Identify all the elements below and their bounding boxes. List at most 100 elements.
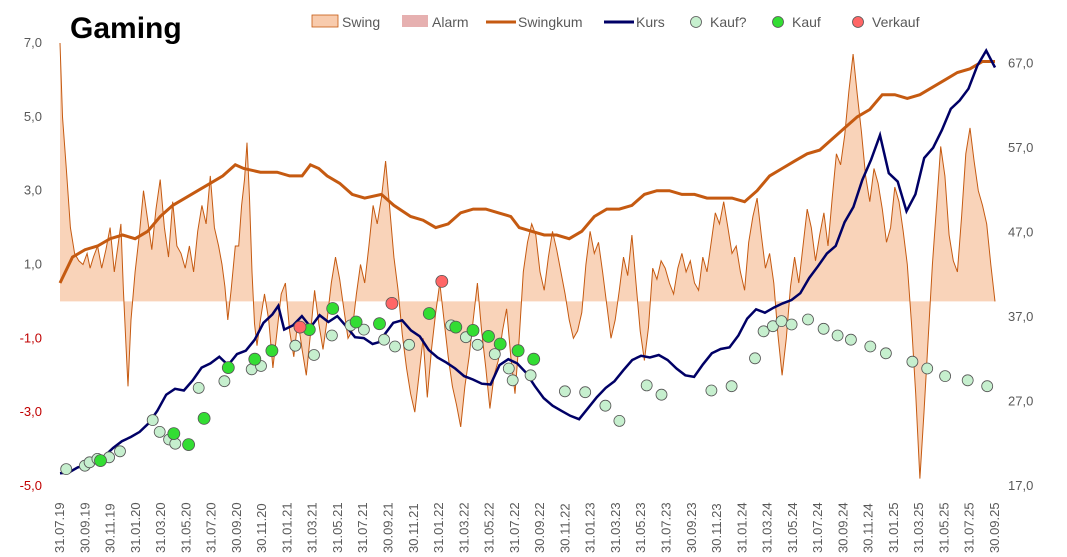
kauf-q-marker [921,362,934,375]
verkauf-marker [293,320,307,334]
x-tick-label: 31.01.23 [583,502,598,553]
x-tick-label: 31.03.24 [760,502,775,553]
x-tick-label: 31.03.21 [305,502,320,553]
y-left-tick-label: -1,0 [20,330,42,345]
kauf-marker [197,411,211,425]
kauf-q-marker [725,380,738,393]
y-right-tick-label: 57,0 [1008,140,1033,155]
kauf-q-marker [146,414,159,427]
kauf-q-marker [613,414,626,427]
x-tick-label: 31.01.20 [128,502,143,553]
y-right-tick-label: 37,0 [1008,309,1033,324]
legend-label: Alarm [432,14,469,30]
legend-swatch-marker [772,16,784,28]
x-tick-label: 31.05.23 [633,502,648,553]
x-tick-label: 31.05.24 [785,502,800,553]
x-tick-label: 31.01.22 [431,502,446,553]
legend-swatch-marker [852,16,864,28]
kauf-q-marker [488,348,501,361]
legend-label: Kauf [792,14,821,30]
x-tick-label: 30.11.20 [254,503,269,553]
y-left-tick-label: 5,0 [24,109,42,124]
x-tick-label: 31.03.22 [456,502,471,553]
kauf-q-marker [403,338,416,351]
kauf-marker [449,320,463,334]
kauf-q-marker [579,386,592,399]
x-tick-label: 31.01.24 [734,502,749,553]
kauf-q-marker [218,375,231,388]
kauf-marker [326,302,340,315]
kauf-q-marker [524,369,537,382]
x-tick-label: 30.11.23 [709,503,724,553]
kauf-q-marker [502,362,515,375]
x-tick-label: 31.07.19 [52,502,67,553]
kauf-marker [265,344,279,358]
kauf-marker [221,361,235,375]
kauf-marker [373,317,386,331]
kauf-q-marker [169,437,182,450]
kauf-marker [167,427,181,441]
x-tick-label: 31.05.25 [937,502,952,553]
x-tick-label: 30.09.19 [77,502,92,553]
x-tick-label: 31.07.23 [659,502,674,553]
kauf-q-marker [599,399,612,412]
x-tick-label: 30.11.24 [861,503,876,553]
swing-area [60,43,995,479]
x-tick-label: 31.07.21 [355,502,370,553]
legend-label: Swing [342,14,380,30]
x-tick-label: 31.05.20 [178,502,193,553]
kauf-q-marker [749,352,761,365]
y-right-tick-label: 67,0 [1008,55,1033,70]
x-tick-label: 31.07.25 [962,502,977,553]
y-right-tick-label: 17,0 [1008,478,1033,493]
kauf-q-marker [389,340,401,353]
legend-label: Verkauf [872,14,920,30]
kauf-q-marker [640,379,653,392]
x-tick-label: 31.03.23 [608,502,623,553]
y-left-tick-label: 1,0 [24,257,42,272]
x-tick-label: 30.09.21 [381,502,396,553]
x-tick-label: 30.09.25 [987,502,1002,553]
kauf-marker [422,307,436,320]
x-tick-label: 31.07.22 [507,502,522,553]
y-left-tick-label: 3,0 [24,183,42,198]
legend-label: Kurs [636,14,665,30]
x-tick-label: 31.05.21 [330,502,345,553]
kauf-q-marker [114,445,126,458]
kauf-q-marker [831,329,844,342]
x-tick-label: 30.09.20 [229,502,244,553]
kauf-marker [182,438,196,452]
kauf-q-marker [939,370,951,383]
kauf-q-marker [325,329,338,342]
legend-swatch-swing [311,14,339,28]
kauf-q-marker [864,340,877,353]
kauf-q-marker [655,388,668,401]
legend-swatch-alarm [402,15,428,27]
verkauf-marker [385,296,399,310]
kauf-q-marker [60,463,73,476]
kauf-q-marker [880,347,892,360]
kauf-marker [511,344,525,358]
plot-area [58,42,997,479]
swingkum-line [58,60,995,284]
chart-title: Gaming [70,12,182,45]
kauf-q-marker [471,338,484,351]
legend-label: Swingkum [518,14,583,30]
x-tick-label: 30.09.22 [532,502,547,553]
x-tick-label: 31.07.24 [810,502,825,553]
kauf-q-marker [785,318,798,331]
kauf-q-marker [153,425,166,438]
kauf-q-marker [961,374,974,387]
x-tick-label: 31.01.25 [886,502,901,553]
legend-label: Kauf? [710,14,747,30]
axes: 7,0 5,0 3,0 1,0 -1,0 -3,0 -5,0 67,0 57,0 47,0 37,0… [20,35,1034,553]
kauf-marker [349,315,363,329]
kauf-marker [493,337,507,351]
kauf-q-marker [357,323,370,336]
x-tick-label: 31.03.20 [153,502,168,553]
kauf-q-marker [705,384,718,397]
x-tick-label: 30.11.19 [103,503,118,553]
kauf-q-marker [289,339,302,352]
kauf-q-marker [817,322,830,335]
